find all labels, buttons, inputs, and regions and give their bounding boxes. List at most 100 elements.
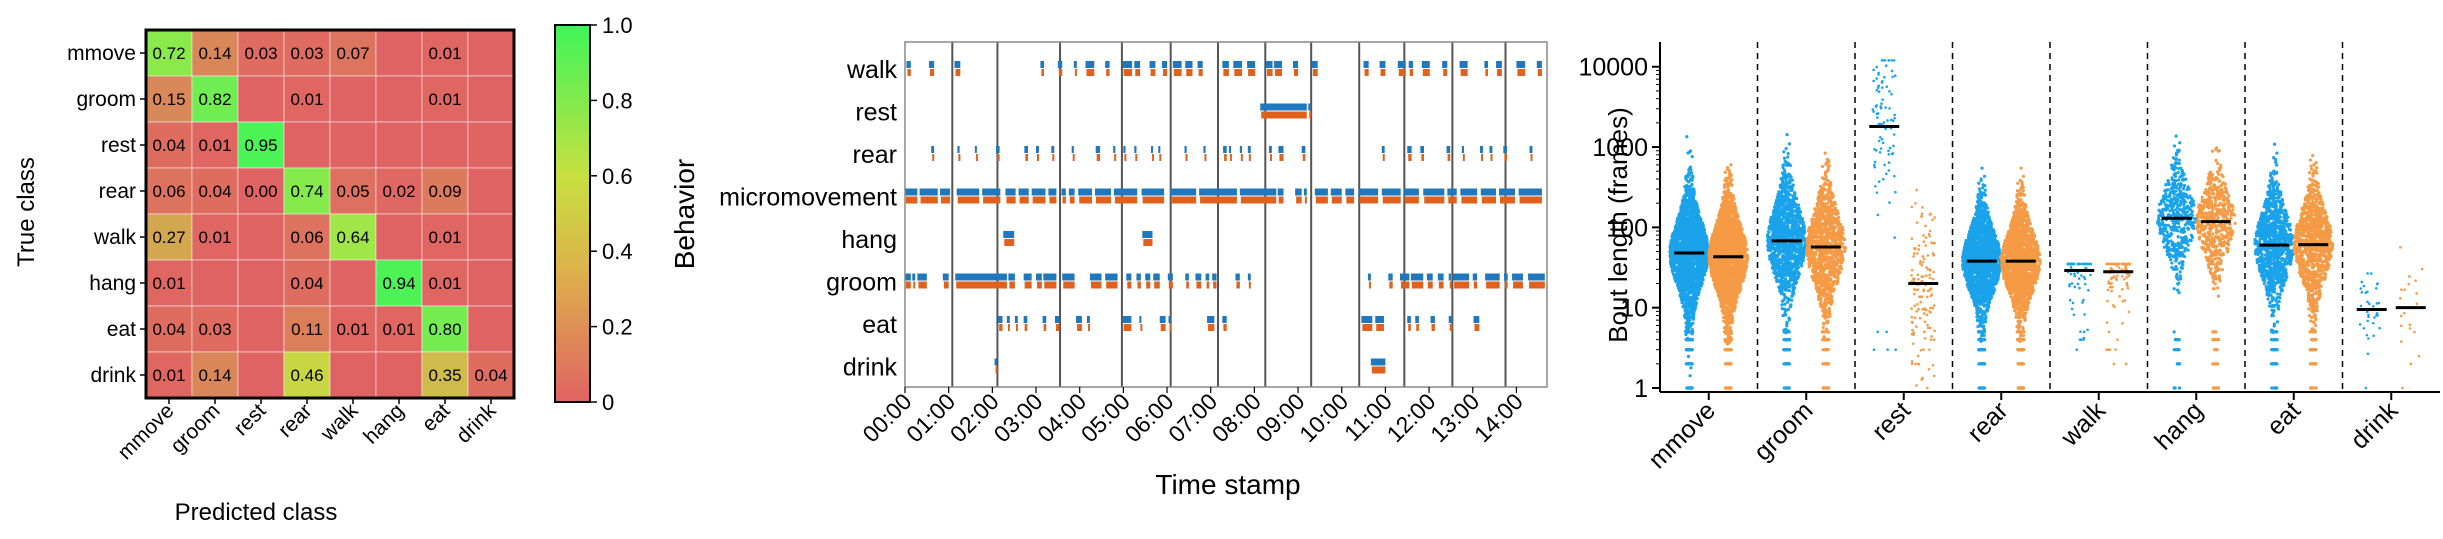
bout-length-point bbox=[1699, 269, 1704, 273]
bout-bar-annotated bbox=[1063, 281, 1075, 289]
bout-bar-predicted bbox=[1073, 61, 1077, 68]
bout-length-point bbox=[1686, 336, 1690, 340]
bout-bar-predicted bbox=[1085, 61, 1095, 68]
bout-length-point bbox=[1692, 203, 1696, 207]
bout-bar-annotated bbox=[1438, 281, 1444, 289]
bout-bar-predicted bbox=[1247, 61, 1256, 68]
bout-bar-annotated bbox=[1087, 324, 1090, 331]
bout-bar-annotated bbox=[1058, 69, 1063, 76]
confusion-matrix-frame bbox=[144, 28, 516, 400]
bout-length-point bbox=[1689, 207, 1693, 212]
cm-cell bbox=[421, 121, 469, 169]
cm-cell bbox=[467, 29, 515, 77]
bout-bar-annotated bbox=[1198, 69, 1203, 76]
cm-cell bbox=[329, 167, 377, 215]
confusion-matrix-cells bbox=[145, 29, 515, 399]
bout-bar-predicted bbox=[1303, 188, 1307, 196]
bout-length-point bbox=[1686, 247, 1690, 252]
ethogram-x-axis-title: Time stamp bbox=[1155, 469, 1300, 500]
bout-bar-annotated bbox=[1447, 154, 1451, 161]
cm-cell bbox=[375, 213, 423, 261]
bout-bar-annotated bbox=[1398, 69, 1406, 76]
bout-bar-annotated bbox=[1196, 281, 1202, 289]
bout-bar-predicted bbox=[1158, 146, 1161, 153]
cm-value-label: 0.01 bbox=[336, 320, 369, 339]
bout-length-point bbox=[1693, 239, 1697, 243]
ethogram-frame bbox=[904, 41, 1548, 388]
cm-cell bbox=[467, 167, 515, 215]
bout-bar-annotated bbox=[1124, 154, 1127, 161]
ethogram-x-tick-label: 02:00 bbox=[945, 388, 1004, 447]
bout-bar-annotated bbox=[920, 196, 938, 204]
bout-length-point bbox=[1689, 289, 1693, 293]
bout-bar-predicted bbox=[1448, 273, 1451, 281]
cm-value-label: 0.02 bbox=[382, 182, 415, 201]
bout-bar-annotated bbox=[1043, 324, 1047, 331]
cm-x-tick-label: rest bbox=[230, 399, 271, 440]
bout-length-point bbox=[1689, 188, 1693, 192]
cm-value-label: 0.11 bbox=[291, 320, 323, 339]
cm-cell bbox=[467, 121, 515, 169]
bout-length-point bbox=[1680, 206, 1684, 210]
ethogram-y-tick-label: walk bbox=[846, 56, 898, 84]
bout-bar-annotated bbox=[1371, 366, 1386, 374]
bout-length-point bbox=[1694, 227, 1698, 231]
bout-bar-annotated bbox=[1362, 324, 1373, 331]
bout-bar-predicted bbox=[1076, 316, 1082, 323]
bout-bar-predicted bbox=[1239, 146, 1243, 153]
colorbar-tick-label: 0.2 bbox=[602, 315, 633, 340]
bout-bar-predicted bbox=[1308, 103, 1311, 111]
bout-bar-annotated bbox=[1481, 154, 1484, 161]
bout-length-point bbox=[1729, 163, 1733, 167]
bout-bar-annotated bbox=[958, 154, 961, 161]
bout-length-point bbox=[1670, 235, 1674, 239]
bout-length-point bbox=[1679, 248, 1683, 252]
bout-length-point bbox=[1681, 235, 1685, 240]
cm-cell bbox=[283, 213, 331, 261]
cm-cell bbox=[421, 259, 469, 307]
bout-bar-predicted bbox=[1420, 146, 1424, 153]
bout-bar-annotated bbox=[1404, 196, 1419, 204]
colorbar-tick-label: 0.4 bbox=[602, 239, 633, 264]
bout-bar-annotated bbox=[1279, 154, 1284, 161]
bout-length-point bbox=[1673, 258, 1677, 262]
bout-bar-annotated bbox=[1150, 69, 1156, 76]
bout-length-point bbox=[1681, 261, 1686, 265]
bout-length-point bbox=[1681, 198, 1685, 202]
ethogram-y-tick-label: rest bbox=[855, 99, 897, 127]
bout-length-points bbox=[1668, 59, 2424, 390]
bout-length-point bbox=[1688, 278, 1692, 282]
bout-bar-predicted bbox=[1089, 273, 1102, 281]
bout-bar-predicted bbox=[1161, 61, 1168, 68]
bout-bar-annotated bbox=[1208, 324, 1215, 331]
cm-value-label: 0.80 bbox=[428, 320, 461, 339]
ethogram-x-tick-labels: 00:0001:0002:0003:0004:0005:0006:0007:00… bbox=[857, 387, 1528, 447]
bout-length-point bbox=[1678, 245, 1682, 249]
ethogram-x-tick-label: 07:00 bbox=[1163, 388, 1222, 447]
bout-length-point bbox=[1696, 270, 1700, 274]
cm-cell bbox=[237, 213, 285, 261]
bout-length-point bbox=[1688, 284, 1692, 288]
cm-x-tick-label: mmove bbox=[114, 399, 179, 464]
ethogram-x-tick-label: 04:00 bbox=[1032, 388, 1091, 447]
bout-length-point bbox=[1676, 223, 1681, 228]
bout-length-point bbox=[1679, 293, 1683, 297]
bout-bar-annotated bbox=[1146, 281, 1151, 289]
bout-bar-annotated bbox=[1123, 69, 1133, 76]
bout-bar-predicted bbox=[1168, 316, 1171, 323]
bout-bar-annotated bbox=[1140, 324, 1143, 331]
bout-length-point bbox=[1686, 297, 1690, 301]
bout-length-point bbox=[1691, 297, 1695, 301]
bout-length-point bbox=[1684, 273, 1688, 278]
cm-cell bbox=[329, 121, 377, 169]
bout-bar-predicted bbox=[1136, 273, 1141, 281]
cm-value-label: 0.06 bbox=[152, 182, 185, 201]
bout-length-point bbox=[1685, 188, 1689, 192]
ethogram-bouts bbox=[905, 61, 1545, 374]
bout-bar-predicted bbox=[1054, 316, 1060, 323]
bout-bar-predicted bbox=[1518, 188, 1542, 196]
bout-length-point bbox=[1688, 374, 1692, 378]
colorbar-tick-label: 0.6 bbox=[602, 164, 633, 189]
ethogram-x-tick-label: 00:00 bbox=[857, 388, 916, 447]
